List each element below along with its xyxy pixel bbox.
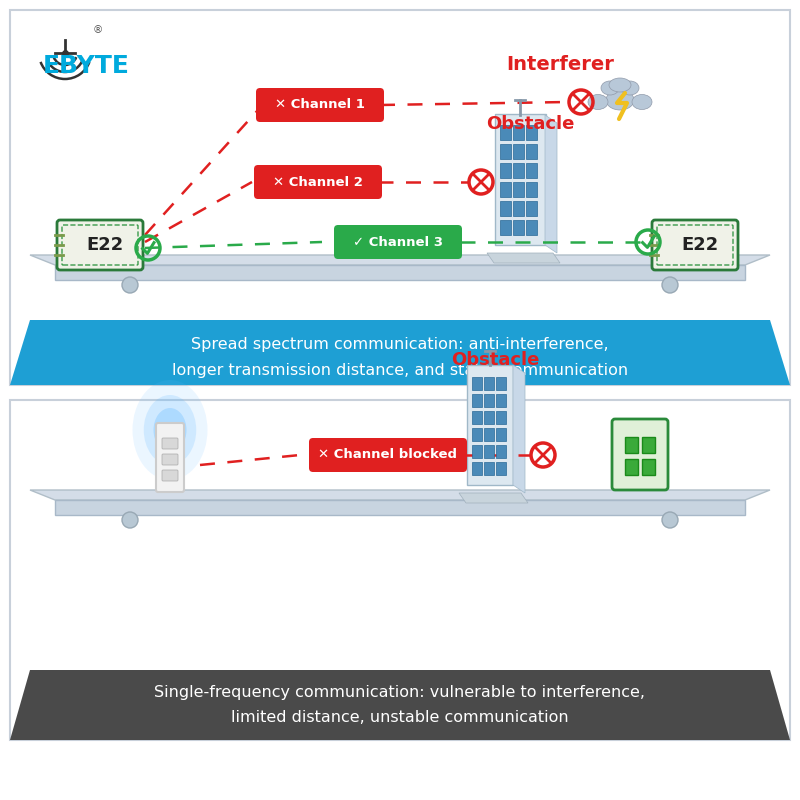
FancyBboxPatch shape [652,220,738,270]
FancyBboxPatch shape [496,377,506,390]
FancyBboxPatch shape [57,220,143,270]
Text: E22: E22 [86,236,124,254]
FancyBboxPatch shape [254,165,382,199]
FancyBboxPatch shape [526,182,537,197]
Text: ✓ Channel 3: ✓ Channel 3 [353,235,443,249]
Text: ✕ Channel 2: ✕ Channel 2 [273,175,363,189]
Ellipse shape [154,408,186,452]
Ellipse shape [144,395,196,465]
FancyBboxPatch shape [500,201,511,216]
FancyBboxPatch shape [496,394,506,407]
Polygon shape [459,493,528,503]
FancyBboxPatch shape [642,459,655,475]
Text: EBYTE: EBYTE [43,54,130,78]
FancyBboxPatch shape [162,454,178,465]
FancyBboxPatch shape [526,125,537,140]
FancyBboxPatch shape [513,220,524,235]
FancyBboxPatch shape [526,220,537,235]
FancyBboxPatch shape [500,163,511,178]
FancyBboxPatch shape [472,411,482,424]
FancyBboxPatch shape [484,377,494,390]
Text: Interferer: Interferer [506,55,614,74]
FancyBboxPatch shape [513,182,524,197]
FancyBboxPatch shape [526,144,537,159]
Ellipse shape [632,94,652,110]
FancyBboxPatch shape [612,419,668,490]
Text: E22: E22 [682,236,718,254]
FancyBboxPatch shape [484,411,494,424]
FancyBboxPatch shape [642,437,655,453]
Text: Obstacle: Obstacle [486,115,574,133]
FancyBboxPatch shape [513,125,524,140]
FancyBboxPatch shape [472,445,482,458]
Polygon shape [30,490,770,500]
Polygon shape [513,365,525,493]
Circle shape [122,277,138,293]
Polygon shape [545,115,557,253]
FancyBboxPatch shape [496,411,506,424]
FancyBboxPatch shape [10,400,790,740]
Text: ✕ Channel 1: ✕ Channel 1 [275,98,365,111]
FancyBboxPatch shape [625,459,638,475]
FancyBboxPatch shape [495,114,546,245]
Text: Single-frequency communication: vulnerable to interference,: Single-frequency communication: vulnerab… [154,685,646,699]
FancyBboxPatch shape [526,163,537,178]
Circle shape [662,277,678,293]
FancyBboxPatch shape [513,163,524,178]
FancyBboxPatch shape [10,10,790,385]
Polygon shape [487,253,560,263]
FancyBboxPatch shape [496,428,506,441]
Ellipse shape [621,81,639,95]
FancyBboxPatch shape [467,365,513,485]
Circle shape [122,512,138,528]
FancyBboxPatch shape [156,423,184,492]
Text: longer transmission distance, and stable communication: longer transmission distance, and stable… [172,362,628,378]
FancyBboxPatch shape [500,144,511,159]
FancyBboxPatch shape [256,88,384,122]
FancyBboxPatch shape [513,144,524,159]
FancyBboxPatch shape [484,394,494,407]
FancyBboxPatch shape [484,462,494,475]
Text: Spread spectrum communication: anti-interference,: Spread spectrum communication: anti-inte… [191,338,609,353]
FancyBboxPatch shape [496,462,506,475]
FancyBboxPatch shape [334,225,462,259]
FancyBboxPatch shape [496,445,506,458]
Text: limited distance, unstable communication: limited distance, unstable communication [231,710,569,726]
Polygon shape [10,320,790,385]
Text: Obstacle: Obstacle [451,351,539,369]
Polygon shape [30,255,770,265]
Ellipse shape [133,380,207,480]
FancyBboxPatch shape [500,182,511,197]
Polygon shape [55,265,745,280]
Ellipse shape [601,81,619,95]
FancyBboxPatch shape [500,125,511,140]
FancyBboxPatch shape [484,445,494,458]
FancyBboxPatch shape [309,438,467,472]
Text: ✕ Channel blocked: ✕ Channel blocked [318,449,458,462]
FancyBboxPatch shape [162,470,178,481]
FancyBboxPatch shape [484,428,494,441]
Ellipse shape [606,90,634,110]
FancyBboxPatch shape [625,437,638,453]
FancyBboxPatch shape [500,220,511,235]
FancyBboxPatch shape [472,428,482,441]
FancyBboxPatch shape [472,462,482,475]
FancyBboxPatch shape [472,377,482,390]
Ellipse shape [609,78,631,92]
FancyBboxPatch shape [526,201,537,216]
Circle shape [662,512,678,528]
Text: ®: ® [93,25,103,35]
Polygon shape [55,500,745,515]
Polygon shape [10,670,790,740]
FancyBboxPatch shape [513,201,524,216]
FancyBboxPatch shape [472,394,482,407]
FancyBboxPatch shape [162,438,178,449]
Ellipse shape [588,94,608,110]
